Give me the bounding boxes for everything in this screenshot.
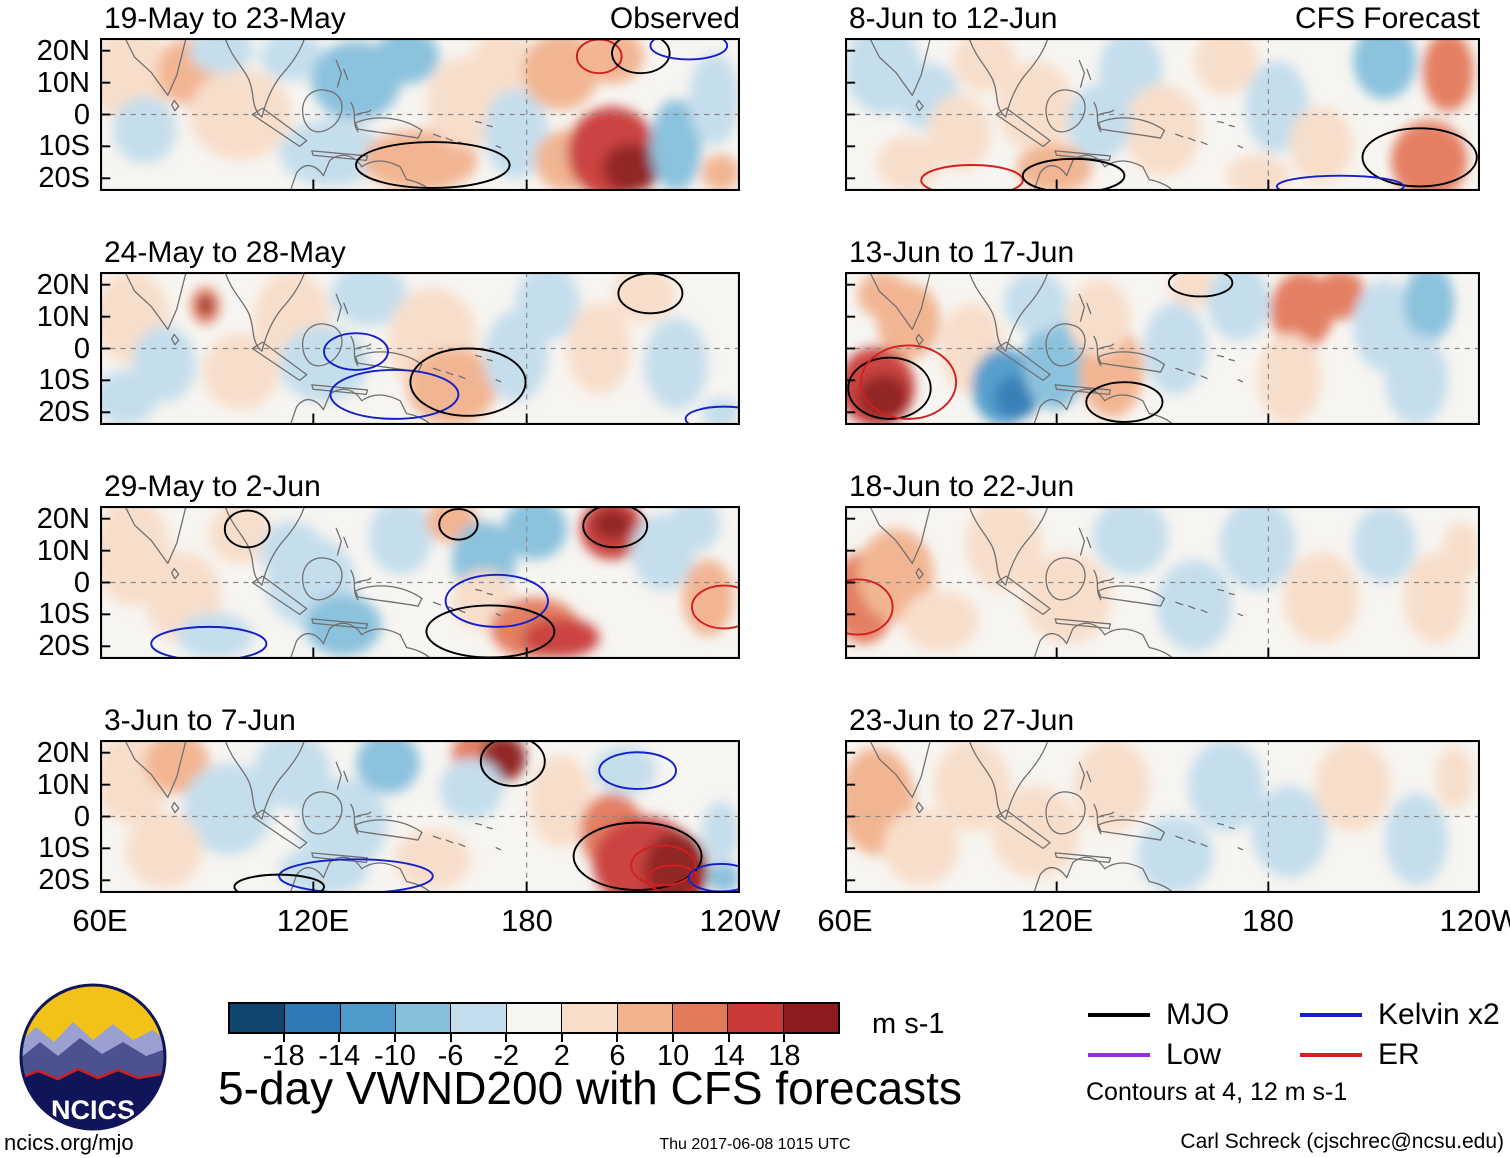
y-tick-label: 10N <box>36 67 90 99</box>
map-panel <box>100 740 740 893</box>
panel-title: 29-May to 2-Jun <box>104 470 321 503</box>
legend-label: Low <box>1166 1038 1222 1071</box>
column-header-observed: Observed <box>609 2 740 35</box>
colorbar-segment <box>562 1004 618 1032</box>
colorbar-tick-label: -10 <box>373 1040 416 1072</box>
ncics-logo: NCICS <box>19 983 167 1131</box>
y-tick-label: 0 <box>73 99 90 131</box>
colorbar-segment <box>451 1004 507 1032</box>
x-tick-label: 60E <box>817 903 873 938</box>
y-tick-label: 20S <box>38 162 90 194</box>
map-panel <box>100 506 740 659</box>
map-panel <box>845 740 1480 893</box>
colorbar-tick <box>505 1034 508 1042</box>
column-header-cfs-forecast: CFS Forecast <box>1294 2 1480 35</box>
y-tick-label: 0 <box>73 567 90 599</box>
y-tick-label: 20N <box>36 269 90 301</box>
colorbar-tick <box>783 1034 786 1042</box>
y-tick-label: 20S <box>38 630 90 662</box>
colorbar-tick <box>282 1034 285 1042</box>
colorbar-tick-label: 14 <box>712 1040 745 1072</box>
figure-title: 5-day VWND200 with CFS forecasts <box>218 1062 962 1114</box>
y-tick-label: 10N <box>36 301 90 333</box>
y-tick-label: 20N <box>36 35 90 67</box>
colorbar-tick <box>560 1034 563 1042</box>
legend-line <box>1300 1013 1362 1017</box>
y-tick-label: 20S <box>38 396 90 428</box>
colorbar-tick-label: 2 <box>553 1040 570 1072</box>
colorbar <box>228 1002 840 1034</box>
panel-title: 13-Jun to 17-Jun <box>849 236 1075 269</box>
colorbar-tick <box>616 1034 619 1042</box>
legend-line <box>1088 1053 1150 1057</box>
y-tick-label: 10S <box>38 832 90 864</box>
x-tick-label: 60E <box>72 903 128 938</box>
legend-label: Kelvin x2 <box>1378 998 1500 1031</box>
x-tick-label: 120E <box>1020 903 1094 938</box>
x-tick-label: 120E <box>276 903 350 938</box>
x-tick-label: 120W <box>1439 903 1510 938</box>
legend-line <box>1088 1013 1150 1017</box>
y-tick-label: 20N <box>36 737 90 769</box>
map-panel <box>845 506 1480 659</box>
colorbar-segment <box>617 1004 673 1032</box>
colorbar-tick-label: 10 <box>656 1040 690 1072</box>
colorbar-tick-label: -14 <box>318 1040 361 1072</box>
map-panel <box>100 272 740 425</box>
colorbar-tick-label: -6 <box>437 1040 464 1072</box>
y-tick-label: 20S <box>38 864 90 896</box>
y-tick-label: 10N <box>36 769 90 801</box>
colorbar-tick <box>449 1034 452 1042</box>
panel-title: 18-Jun to 22-Jun <box>849 470 1075 503</box>
contour-note: Contours at 4, 12 m s-1 <box>1086 1078 1348 1106</box>
colorbar-tick <box>727 1034 730 1042</box>
colorbar-tick-label: -2 <box>493 1040 520 1072</box>
panel-title: 19-May to 23-May <box>104 2 346 35</box>
x-tick-label: 120W <box>699 903 781 938</box>
colorbar-tick-label: -18 <box>262 1040 305 1072</box>
footer-url: ncics.org/mjo <box>4 1130 134 1155</box>
colorbar-tick-label: 18 <box>768 1040 801 1072</box>
panel-title: 24-May to 28-May <box>104 236 346 269</box>
y-tick-label: 10S <box>38 130 90 162</box>
legend-line <box>1300 1053 1362 1057</box>
colorbar-tick-label: 6 <box>609 1040 626 1072</box>
logo-text: NCICS <box>51 1095 135 1125</box>
footer-author: Carl Schreck (cjschrec@ncsu.edu) <box>1180 1130 1504 1153</box>
panel-title: 8-Jun to 12-Jun <box>849 2 1058 35</box>
y-tick-label: 20N <box>36 503 90 535</box>
colorbar-segment <box>506 1004 563 1032</box>
colorbar-segment <box>230 1004 286 1032</box>
panel-title: 3-Jun to 7-Jun <box>104 704 296 737</box>
colorbar-units-label: m s-1 <box>872 1008 945 1040</box>
legend-label: MJO <box>1166 998 1230 1031</box>
colorbar-segment <box>340 1004 397 1032</box>
colorbar-tick <box>672 1034 675 1042</box>
map-panel <box>845 272 1480 425</box>
y-tick-label: 0 <box>73 333 90 365</box>
map-panel <box>100 38 740 191</box>
colorbar-tick <box>338 1034 341 1042</box>
colorbar-segment <box>285 1004 341 1032</box>
x-tick-label: 180 <box>1242 903 1294 938</box>
colorbar-segment <box>396 1004 452 1032</box>
map-panel <box>845 38 1480 191</box>
x-tick-label: 180 <box>501 903 553 938</box>
colorbar-segment <box>728 1004 784 1032</box>
legend-label: ER <box>1378 1038 1420 1071</box>
y-tick-label: 0 <box>73 801 90 833</box>
colorbar-segment <box>783 1004 838 1032</box>
y-tick-label: 10S <box>38 598 90 630</box>
colorbar-tick <box>393 1034 396 1042</box>
panel-title: 23-Jun to 27-Jun <box>849 704 1075 737</box>
y-tick-label: 10N <box>36 535 90 567</box>
y-tick-label: 10S <box>38 364 90 396</box>
footer-timestamp: Thu 2017-06-08 1015 UTC <box>659 1136 851 1153</box>
colorbar-segment <box>672 1004 729 1032</box>
